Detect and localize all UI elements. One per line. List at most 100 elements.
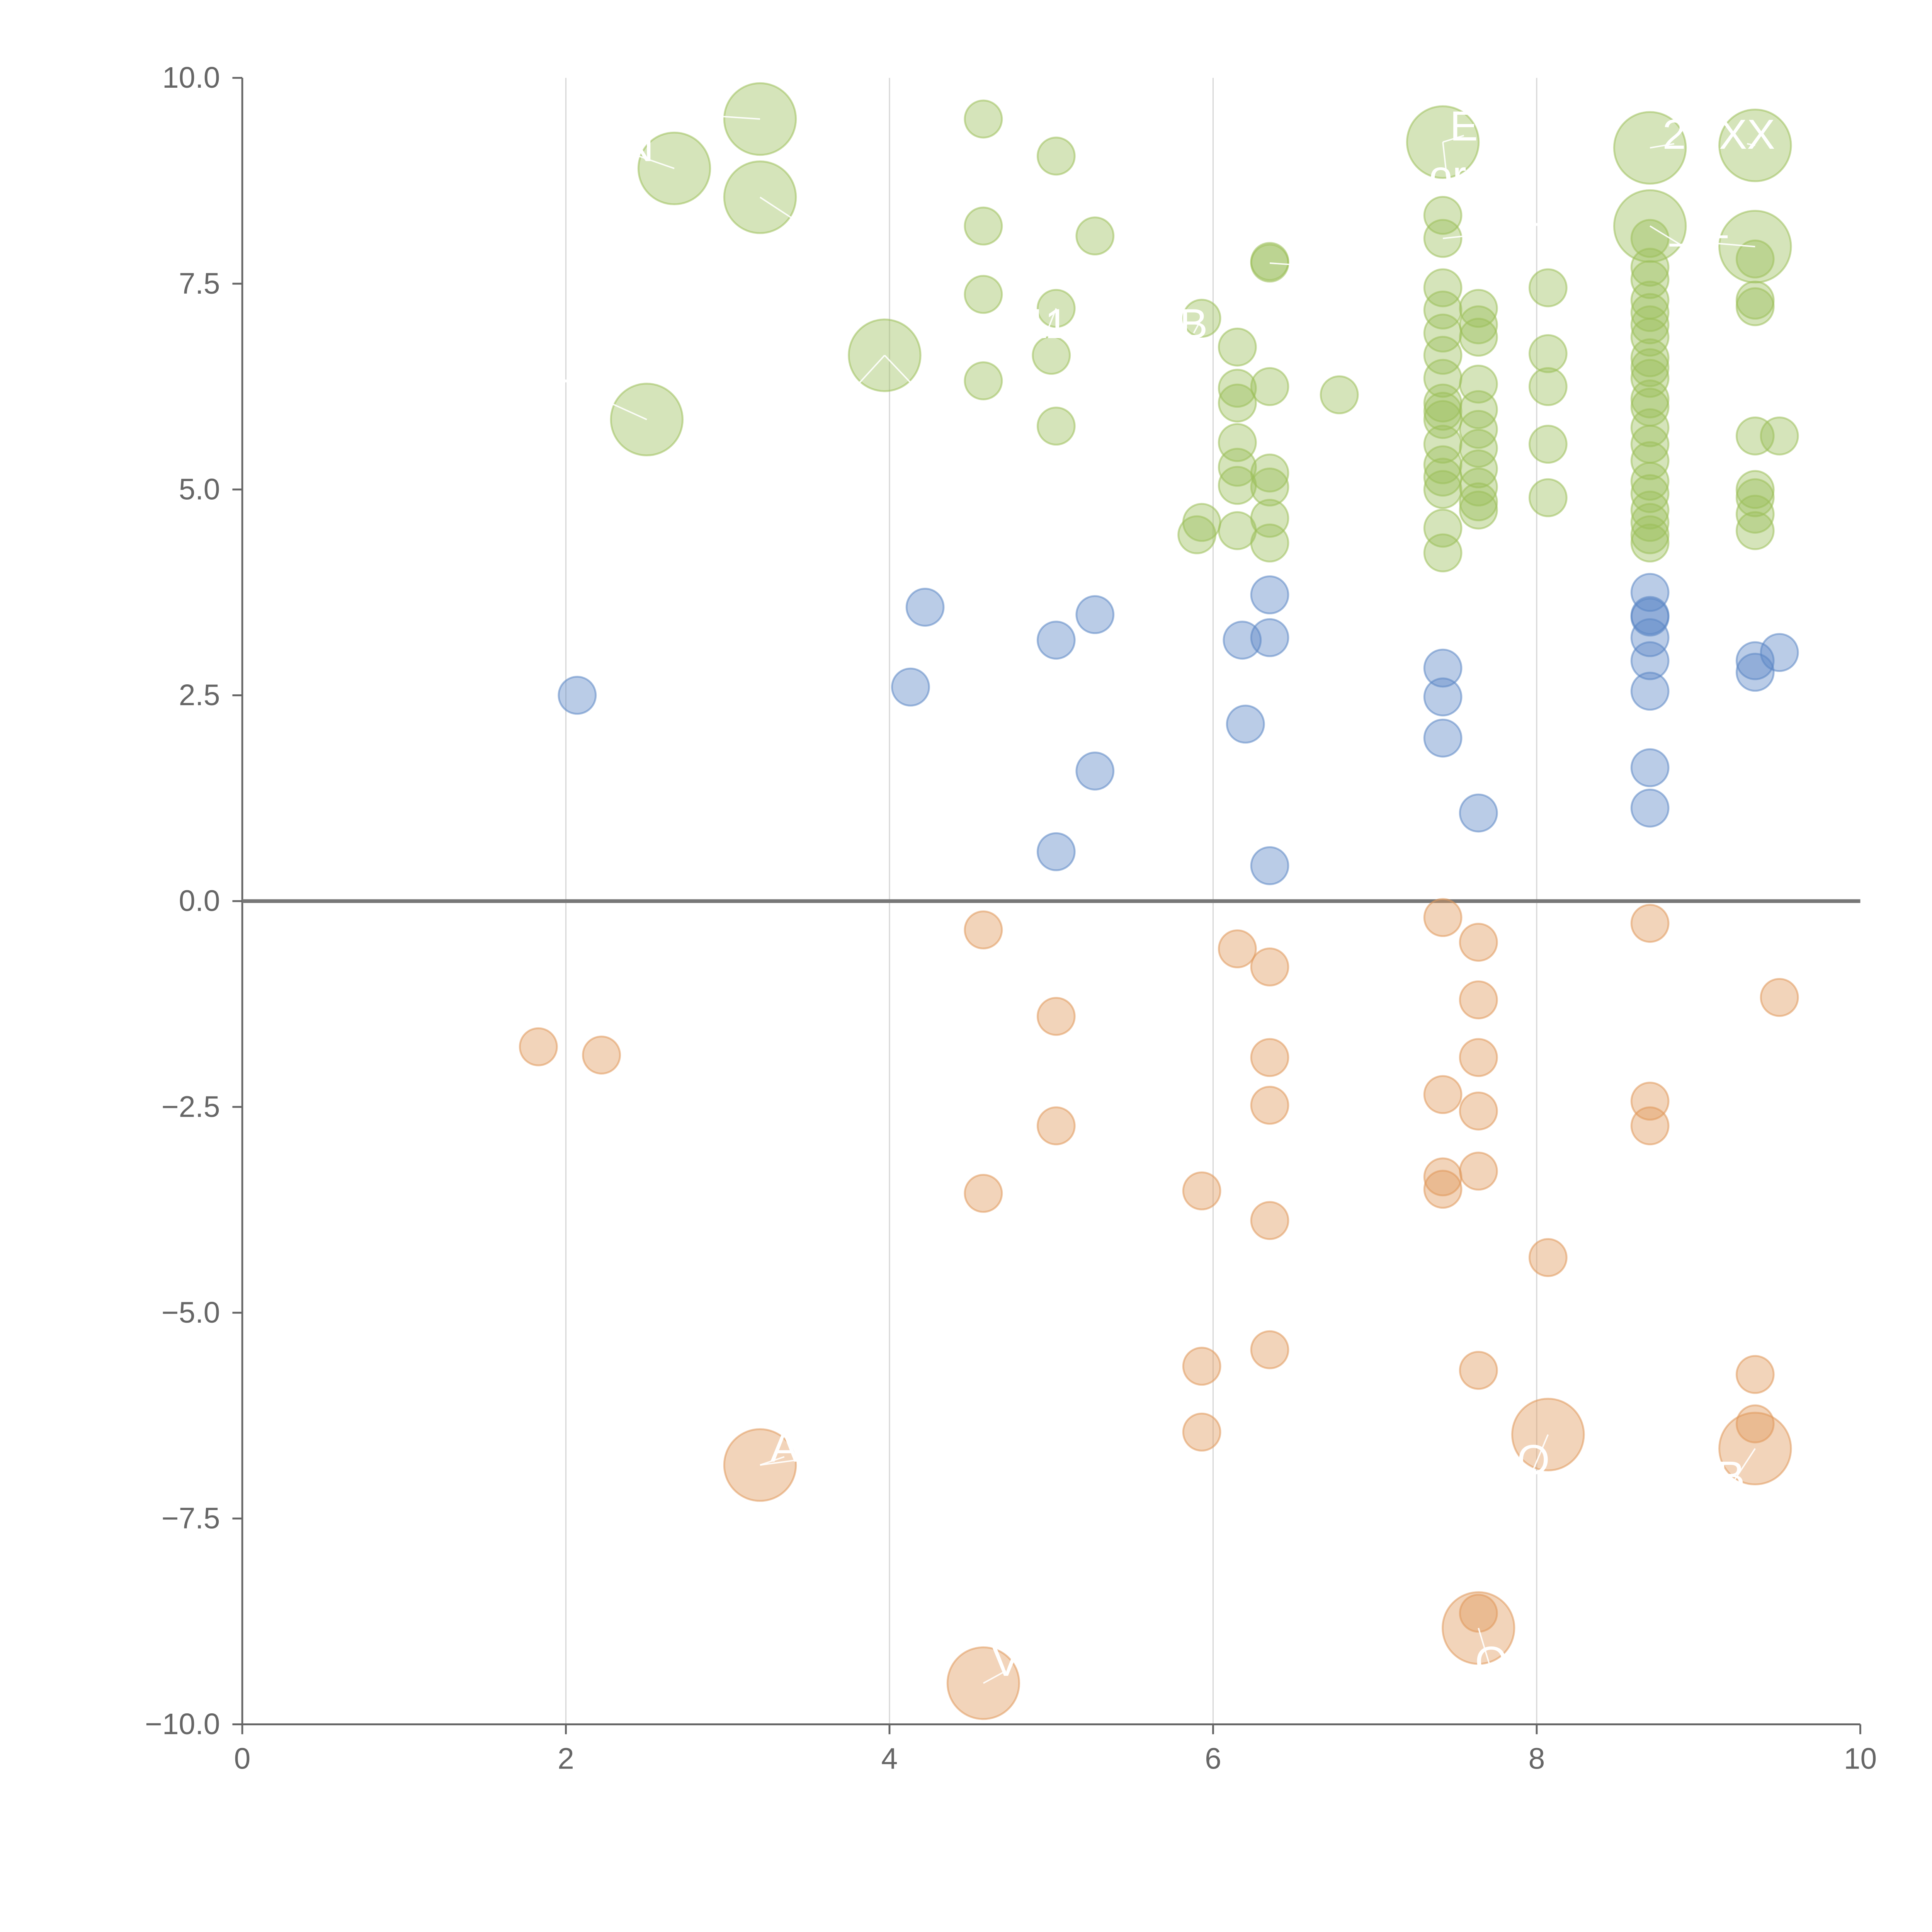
annotation-label: — [820, 371, 862, 417]
point-low [1735, 641, 1775, 680]
point-negative [1735, 1404, 1775, 1444]
point-high [1423, 425, 1463, 464]
annotation-leader [1532, 1434, 1549, 1469]
point-negative [1459, 1151, 1498, 1191]
annotation-leader [1730, 1448, 1756, 1486]
point-high [1423, 392, 1463, 431]
y-tick-label: 5.0 [179, 473, 220, 506]
point-negative [1735, 1355, 1775, 1394]
point-high [1459, 289, 1498, 328]
point-high [1250, 523, 1289, 563]
point-high [1036, 406, 1076, 446]
point-high [1459, 482, 1498, 522]
point-high [1630, 318, 1670, 357]
point-low [1250, 846, 1289, 885]
point-high [1630, 523, 1670, 563]
annotation-label: E [1450, 103, 1478, 150]
point-high [1735, 495, 1775, 534]
point-high [1735, 287, 1775, 327]
y-tick-label: −10.0 [145, 1708, 220, 1741]
point-negative [582, 1036, 621, 1075]
point-high [1320, 375, 1359, 415]
point-high [1735, 511, 1775, 550]
point-negative [1036, 997, 1076, 1036]
point-negative [1459, 1038, 1498, 1077]
point-high [1459, 429, 1498, 468]
axis-ticks: 0 2 4 6 8 10 10.0 7.5 5.0 2.5 0.0 −2.5 −5.0 −7.5 −10.0 [145, 61, 1877, 1776]
point-negative [1218, 929, 1257, 969]
y-tick-label: −2.5 [162, 1090, 220, 1123]
point-negative [1036, 1106, 1076, 1146]
axes [241, 78, 1861, 1725]
annotation-label: — [553, 354, 595, 401]
point-low [1250, 575, 1289, 614]
point-high [1528, 367, 1568, 406]
point-high [1250, 243, 1289, 283]
point-low [1423, 677, 1463, 717]
annotation-label: - [874, 1416, 888, 1463]
annotation-leader [1193, 318, 1202, 333]
point-high [964, 275, 1003, 314]
annotation-leader [1046, 308, 1057, 333]
y-tick-label: 7.5 [179, 267, 220, 300]
annotation-label: — [796, 202, 838, 248]
point-low [1075, 752, 1115, 791]
point-high [1459, 390, 1498, 429]
point-high [1735, 416, 1775, 456]
y-tick-label: 2.5 [179, 679, 220, 712]
point-negative [1182, 1171, 1221, 1211]
annotation-label: — [1685, 210, 1728, 257]
point-high [1630, 260, 1670, 299]
point-high [1630, 441, 1670, 480]
point-negative [519, 1027, 558, 1066]
annotation-leader [638, 110, 760, 120]
point-high [1630, 503, 1670, 542]
point-high [1032, 336, 1071, 375]
annotation-label: O [1475, 1638, 1508, 1685]
annotation-leader [573, 386, 647, 420]
annotation-leader [840, 355, 885, 404]
point-negative [1423, 898, 1463, 937]
point-low [891, 667, 930, 707]
annotation-label: B [1180, 301, 1208, 347]
annotation-label: N [624, 124, 654, 170]
point-high [964, 99, 1003, 139]
annotation-label: A [770, 1424, 799, 1471]
point-high [1423, 533, 1463, 573]
point-high [1218, 327, 1257, 367]
annotation-leader [760, 1447, 882, 1466]
annotation-leader [1747, 143, 1755, 146]
annotation-label: — [618, 78, 660, 125]
point-high [1250, 367, 1289, 406]
point-negative [1760, 978, 1799, 1017]
point-high [1036, 136, 1076, 176]
point-high [964, 206, 1003, 246]
point-high [1218, 369, 1257, 408]
y-tick-label: −5.0 [162, 1296, 220, 1329]
y-tick-label: 0.0 [179, 885, 220, 918]
annotation-label: — [909, 371, 951, 417]
point-negative [1459, 980, 1498, 1020]
annotation-label: or [1429, 152, 1466, 199]
point-low [1630, 788, 1670, 828]
point-low [1630, 748, 1670, 787]
annotation-leader [1478, 1628, 1492, 1671]
point-high [1459, 490, 1498, 530]
point-high [1630, 462, 1670, 501]
point-high [1218, 383, 1257, 423]
annotation-leader [1269, 262, 1330, 268]
point-negative [1528, 1238, 1568, 1277]
point-high [1528, 478, 1568, 517]
point-high [1528, 425, 1568, 464]
point-negative [1630, 1106, 1670, 1146]
point-high [1423, 268, 1463, 308]
x-tick-label: 6 [1205, 1743, 1221, 1776]
annotation-label: B [1717, 1453, 1745, 1500]
x-tick-label: 2 [558, 1743, 574, 1776]
point-negative [1459, 1351, 1498, 1390]
point-high [1075, 216, 1115, 255]
point-high [964, 361, 1003, 400]
point-high [1177, 515, 1216, 554]
